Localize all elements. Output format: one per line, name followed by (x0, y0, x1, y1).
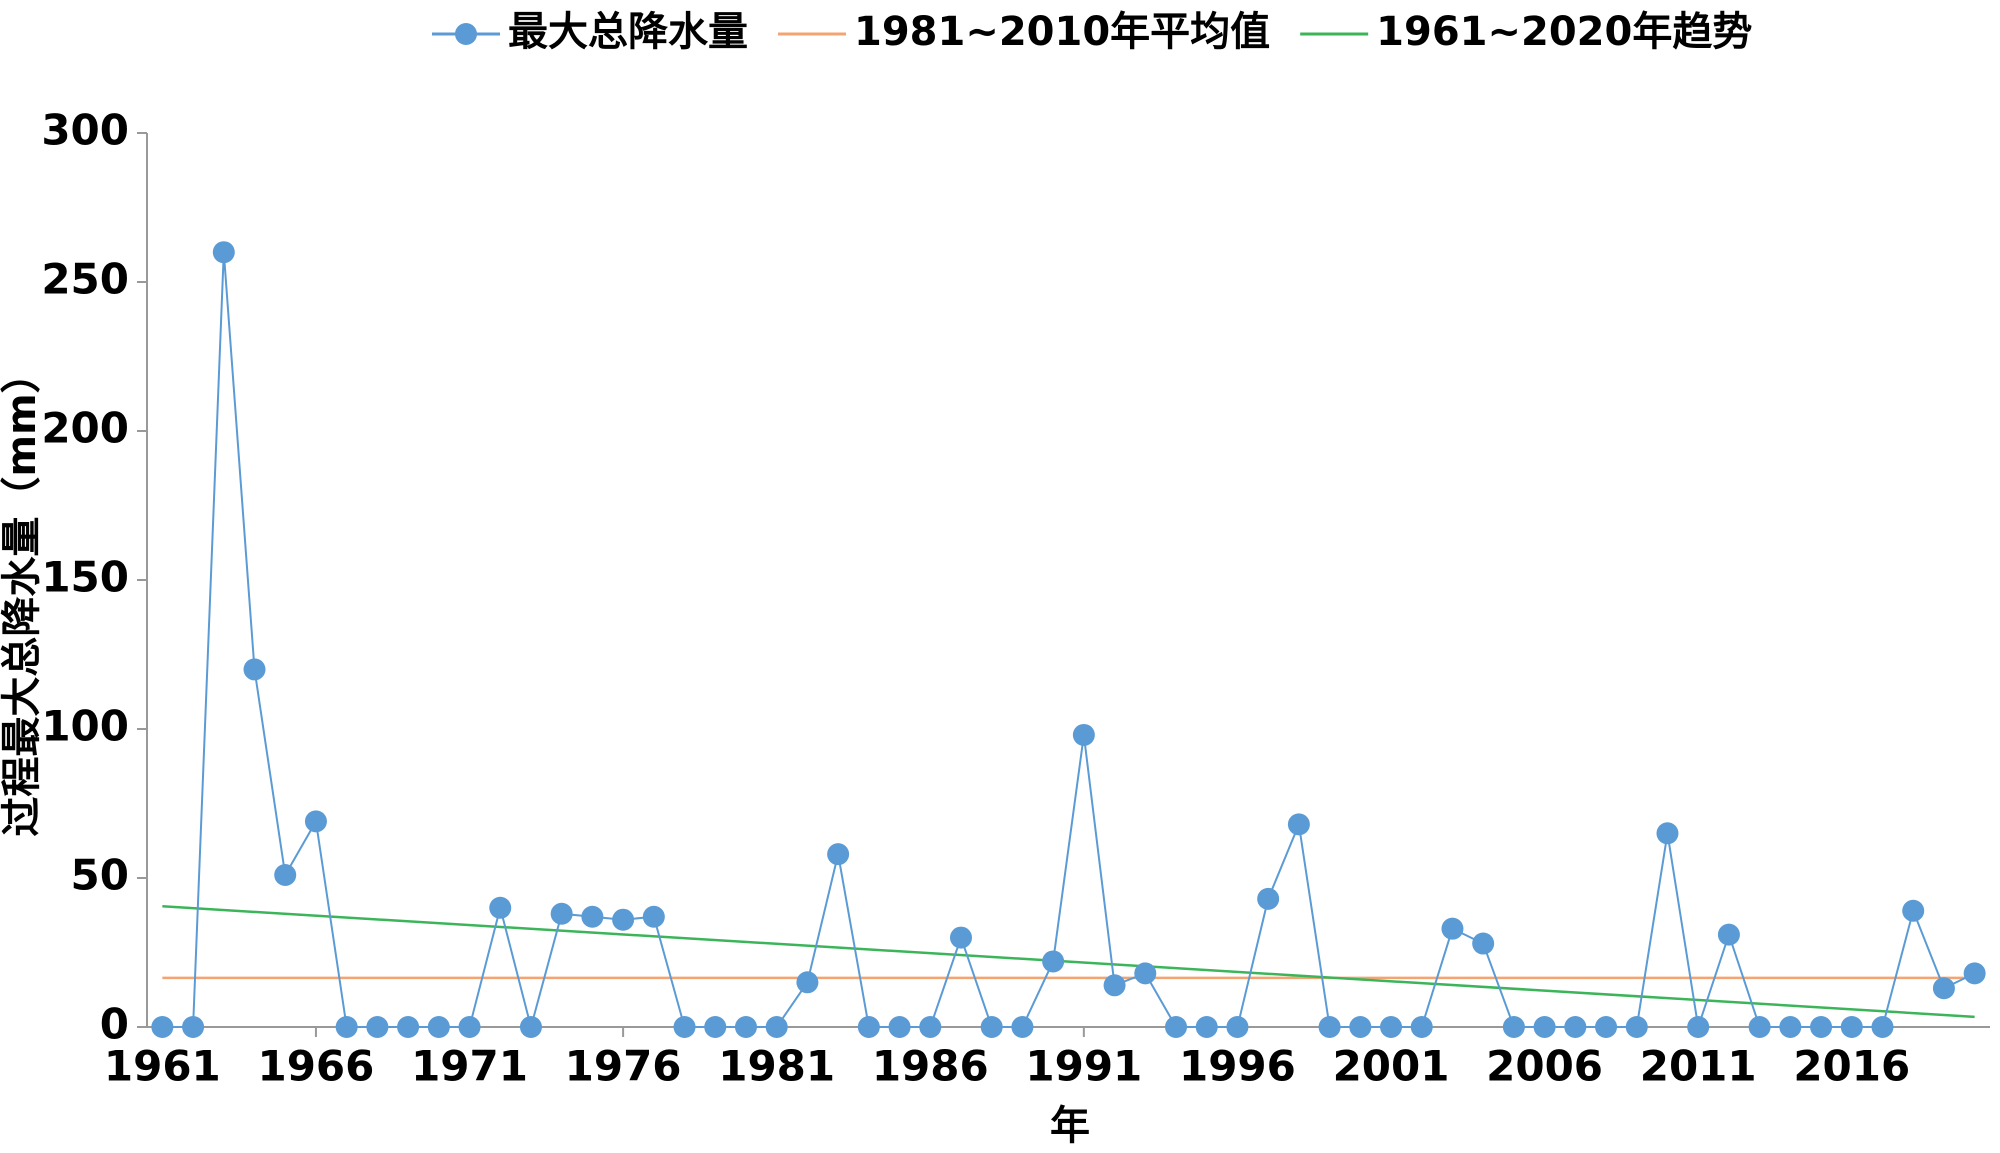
data-point (458, 1016, 481, 1038)
x-tick-label: 1971 (411, 1042, 528, 1091)
data-point (980, 1016, 1003, 1038)
y-tick-label: 300 (41, 106, 129, 155)
x-tick-label: 2016 (1793, 1042, 1910, 1091)
x-axis-title: 年 (1050, 1103, 1090, 1149)
data-point (1656, 822, 1679, 845)
data-point (1134, 962, 1157, 985)
y-tick-label: 100 (41, 702, 129, 751)
x-tick-label: 1996 (1179, 1042, 1296, 1091)
data-point (1595, 1016, 1618, 1038)
data-point (1932, 977, 1955, 1000)
data-point (1042, 950, 1065, 973)
data-point (366, 1016, 389, 1038)
x-tick-label: 1966 (257, 1042, 374, 1091)
data-point (765, 1016, 788, 1038)
data-point (1687, 1016, 1710, 1038)
data-point (1349, 1016, 1372, 1038)
data-point (1195, 1016, 1218, 1038)
data-point (949, 926, 972, 949)
x-tick-label: 1991 (1025, 1042, 1142, 1091)
data-point (304, 810, 327, 833)
data-point (519, 1016, 542, 1038)
x-tick-label: 2001 (1333, 1042, 1450, 1091)
x-tick-label: 1986 (872, 1042, 989, 1091)
data-point (427, 1016, 450, 1038)
data-point (827, 843, 850, 866)
legend: 最大总降水量 1981~2010年平均值 1961~2020年趋势 (432, 9, 1752, 55)
data-point (1902, 899, 1925, 922)
data-point (1564, 1016, 1587, 1038)
data-point (1533, 1016, 1556, 1038)
y-tick-label: 50 (71, 851, 129, 900)
y-tick-label: 0 (100, 1000, 129, 1049)
data-point (1502, 1016, 1525, 1038)
data-point (489, 896, 512, 919)
data-point (642, 905, 665, 928)
data-point (1226, 1016, 1249, 1038)
data-point (274, 864, 297, 887)
data-point (857, 1016, 880, 1038)
y-tick-label: 250 (41, 255, 129, 304)
data-point (151, 1016, 174, 1038)
legend-marker (455, 23, 477, 45)
data-point (243, 658, 266, 681)
x-tick-label: 1961 (104, 1042, 221, 1091)
x-tick-label: 1976 (565, 1042, 682, 1091)
data-point (581, 905, 604, 928)
data-point (1963, 962, 1986, 985)
series-line (162, 252, 1976, 1031)
data-point (1871, 1016, 1894, 1038)
data-point (1103, 974, 1126, 997)
data-point (1810, 1016, 1833, 1038)
data-point (1011, 1016, 1034, 1038)
series-line (162, 905, 1975, 1019)
data-point (1748, 1016, 1771, 1038)
data-point (1779, 1016, 1802, 1038)
x-tick-label: 2011 (1640, 1042, 1757, 1091)
data-point (796, 971, 819, 994)
data-point (335, 1016, 358, 1038)
data-point (1840, 1016, 1863, 1038)
data-point (1257, 887, 1280, 910)
data-point (673, 1016, 696, 1038)
data-point (612, 908, 635, 931)
legend-label: 1981~2010年平均值 (854, 9, 1270, 55)
x-tick-label: 2006 (1486, 1042, 1603, 1091)
data-point (704, 1016, 727, 1038)
data-point (734, 1016, 757, 1038)
data-point (1717, 923, 1740, 946)
y-tick-label: 150 (41, 553, 129, 602)
data-point (1410, 1016, 1433, 1038)
legend-label: 1961~2020年趋势 (1376, 9, 1752, 55)
x-tick-label: 1981 (718, 1042, 835, 1091)
data-point (1380, 1016, 1403, 1038)
data-point (1441, 917, 1464, 940)
data-point (1318, 1016, 1341, 1038)
data-point (919, 1016, 942, 1038)
y-tick-label: 200 (41, 404, 129, 453)
data-point (1072, 723, 1095, 746)
data-point (397, 1016, 420, 1038)
data-point (1287, 813, 1310, 836)
data-point (182, 1016, 205, 1038)
y-axis-title: 过程最大总降水量（mm） (0, 353, 45, 836)
data-point (1625, 1016, 1648, 1038)
data-point (550, 902, 573, 925)
legend-label: 最大总降水量 (508, 9, 748, 55)
data-point (212, 241, 235, 264)
data-point (1472, 932, 1495, 955)
data-point (888, 1016, 911, 1038)
data-point (1165, 1016, 1188, 1038)
